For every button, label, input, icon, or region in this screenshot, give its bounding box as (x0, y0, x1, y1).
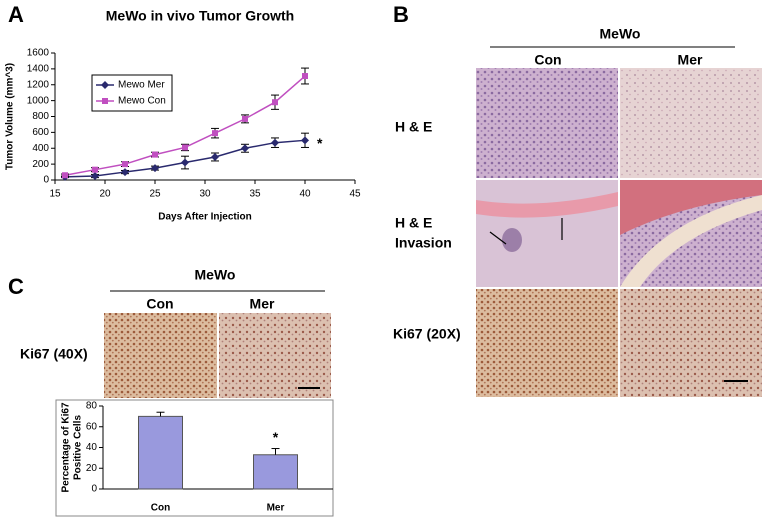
error-bar (271, 448, 280, 455)
panel-label: B (393, 2, 409, 27)
x-tick-label: 20 (99, 189, 111, 200)
legend-label: Mewo Mer (118, 80, 165, 91)
x-tick-label: 30 (199, 189, 211, 200)
legend-label: Mewo Con (118, 96, 166, 107)
column-label: Con (534, 52, 561, 68)
marker (302, 73, 308, 80)
marker (212, 130, 218, 137)
marker (242, 115, 248, 122)
error-bar (156, 411, 165, 417)
column-label: Con (146, 296, 173, 312)
marker (92, 166, 98, 173)
row-label: H & E (395, 215, 432, 231)
row-label: Ki67 (40X) (20, 346, 88, 362)
group-label: MeWo (195, 267, 236, 283)
chart-title: MeWo in vivo Tumor Growth (106, 8, 294, 24)
tissue (476, 192, 618, 218)
legend-marker (101, 81, 109, 89)
marker (91, 172, 99, 181)
x-tick-label: Mer (267, 503, 285, 514)
marker (301, 136, 309, 145)
y-tick-label: 400 (32, 143, 49, 154)
legend-marker (102, 98, 108, 104)
panel-b: MeWo Con Mer H & E H & E Invasion Ki67 (… (393, 26, 762, 397)
y-axis-label: Tumor Volume (mm^3) (5, 63, 16, 170)
x-tick-label: 40 (299, 189, 311, 200)
x-tick-label: Con (151, 503, 170, 514)
panel-label: C (8, 274, 24, 299)
y-tick-label: 40 (86, 442, 98, 453)
micrograph (104, 313, 217, 398)
legend-box (91, 74, 173, 112)
group-label: MeWo (600, 26, 641, 42)
x-tick-label: 15 (49, 189, 61, 200)
y-tick-label: 600 (32, 127, 49, 138)
y-axis-label: Positive Cells (73, 415, 84, 480)
micrograph (476, 289, 618, 397)
column-label: Mer (250, 296, 275, 312)
marker (272, 99, 278, 106)
y-tick-label: 20 (86, 463, 98, 474)
column-label: Mer (678, 52, 703, 68)
marker (182, 144, 188, 151)
marker (62, 172, 68, 179)
panel-label: A (8, 2, 24, 27)
y-tick-label: 80 (86, 401, 98, 412)
bar (253, 454, 298, 490)
marker (181, 158, 189, 167)
marker (122, 161, 128, 168)
y-tick-label: 1200 (27, 79, 50, 90)
x-tick-label: 45 (349, 189, 361, 200)
marker (271, 138, 279, 147)
bar (138, 415, 183, 490)
y-tick-label: 60 (86, 421, 98, 432)
y-tick-label: 0 (43, 175, 49, 186)
y-tick-label: 0 (91, 484, 97, 495)
tissue (620, 180, 762, 235)
micrograph (219, 313, 331, 398)
micrograph (620, 68, 762, 178)
x-axis-label: Days After Injection (158, 212, 252, 223)
micrograph (476, 68, 618, 178)
y-tick-label: 800 (32, 111, 49, 122)
marker (121, 168, 129, 177)
marker (151, 164, 159, 173)
y-tick-label: 1400 (27, 64, 50, 75)
panel-c: MeWo Con Mer Ki67 (40X) (20, 267, 334, 517)
row-label: H & E (395, 119, 432, 135)
micrograph (620, 289, 762, 397)
x-tick-label: 25 (149, 189, 161, 200)
chart-frame (55, 399, 334, 517)
annotation: * (273, 429, 279, 445)
x-tick-label: 35 (249, 189, 261, 200)
row-label: Invasion (395, 235, 452, 251)
marker (241, 144, 249, 153)
panel-labels: A B C (8, 2, 409, 299)
row-label: Ki67 (20X) (393, 326, 461, 342)
tissue (620, 195, 762, 287)
arrow (489, 231, 507, 245)
y-tick-label: 1000 (27, 95, 50, 106)
marker (152, 151, 158, 158)
marker (211, 152, 219, 161)
y-tick-label: 1600 (27, 48, 50, 59)
y-axis-label: Percentage of Ki67 (61, 402, 72, 492)
annotation: * (317, 135, 323, 151)
y-tick-label: 200 (32, 159, 49, 170)
micrograph (476, 180, 618, 287)
tissue (502, 228, 522, 252)
